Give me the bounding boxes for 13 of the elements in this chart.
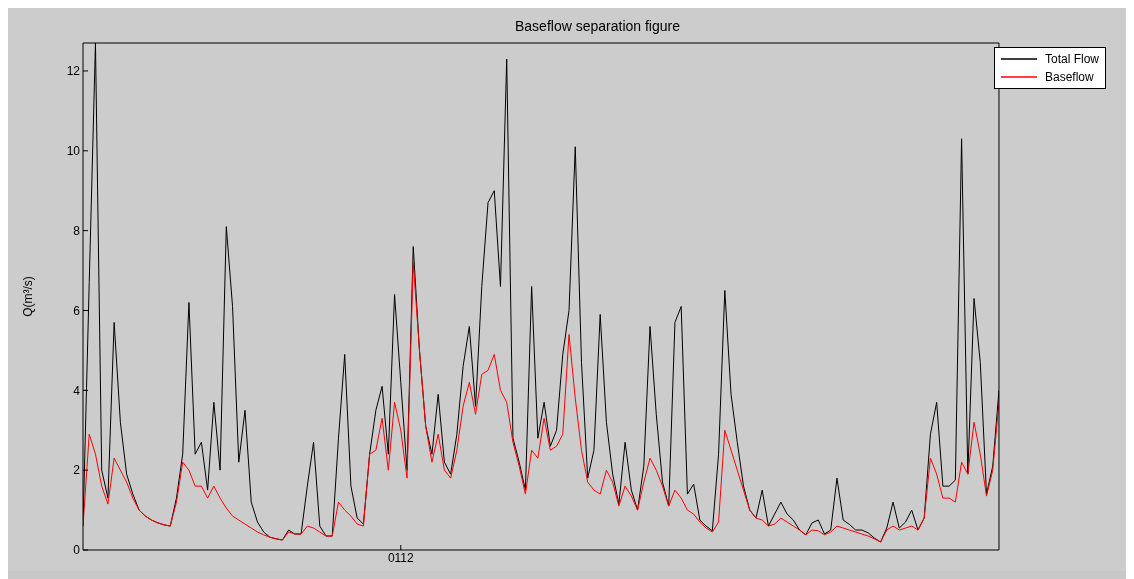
legend-label: Baseflow (1044, 69, 1094, 86)
y-tick-label: 10 (66, 144, 81, 159)
y-axis-title: Q(m³/s) (21, 276, 36, 317)
legend-label: Total Flow (1044, 51, 1099, 68)
y-tick-label: 2 (73, 463, 81, 478)
chart-title: Baseflow separation figure (514, 18, 681, 34)
y-tick-label: 8 (73, 223, 81, 238)
y-tick-label: 0 (73, 543, 81, 558)
y-tick-label: 4 (73, 383, 81, 398)
y-tick-label: 6 (73, 303, 81, 318)
line-series (83, 262, 999, 543)
y-tick-label: 12 (66, 64, 81, 79)
x-tick-label: 0112 (387, 550, 415, 565)
